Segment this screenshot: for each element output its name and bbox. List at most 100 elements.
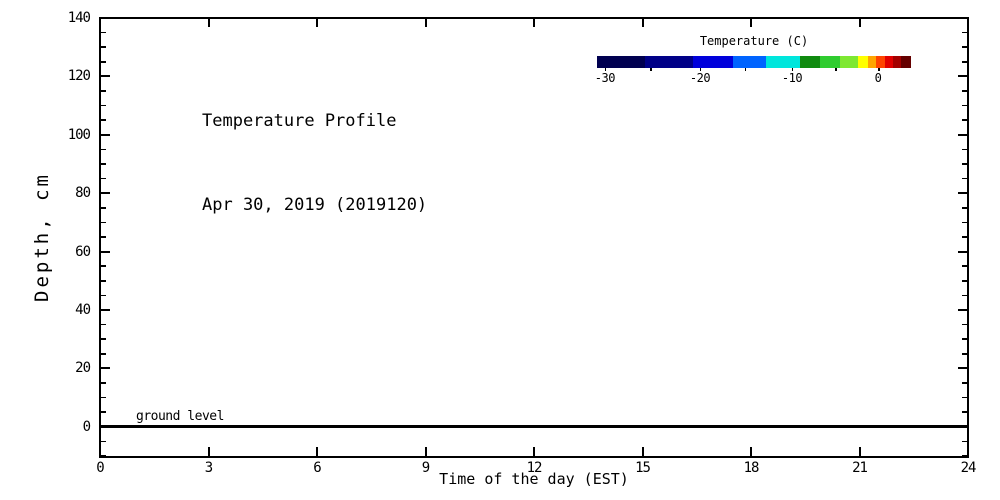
y-axis-tick-right (958, 425, 968, 428)
colorbar-segment (732, 56, 766, 68)
x-axis-tick (424, 447, 427, 456)
chart-title-block: Temperature Profile Apr 30, 2019 (201912… (202, 51, 427, 275)
x-axis-tick-top (641, 18, 644, 27)
colorbar-tick (604, 68, 607, 71)
y-axis-tick (100, 133, 110, 136)
x-axis-tick-label: 15 (635, 460, 651, 476)
colorbar-segment (857, 56, 868, 68)
y-axis-minor-tick (100, 338, 106, 340)
colorbar-segment (892, 56, 901, 68)
colorbar-segment (645, 56, 694, 68)
y-axis-tick-label: 100 (67, 126, 91, 143)
colorbar-tick-label: -10 (781, 71, 803, 85)
y-axis-minor-tick (100, 221, 106, 224)
y-axis-minor-tick-right (962, 163, 968, 165)
plot-area (99, 17, 969, 458)
x-axis-tick (533, 447, 535, 456)
y-axis-tick (100, 309, 110, 311)
y-axis-tick-label: 140 (67, 10, 91, 26)
y-axis-minor-tick-right (962, 207, 968, 209)
y-axis-minor-tick-right (962, 411, 968, 413)
y-axis-minor-tick (100, 382, 106, 384)
colorbar-segment (875, 56, 885, 68)
y-axis-minor-tick (100, 177, 106, 180)
y-axis-tick-label: 20 (75, 360, 91, 377)
x-axis-tick-label: 0 (96, 460, 104, 476)
colorbar-tick (650, 68, 652, 71)
y-axis-tick (100, 17, 110, 19)
y-axis-minor-tick-right (962, 104, 968, 107)
y-axis-minor-tick-right (962, 353, 968, 355)
x-axis-tick (99, 447, 101, 456)
y-axis-minor-tick-right (962, 294, 968, 297)
y-axis-tick-label: 0 (82, 418, 91, 435)
y-axis-tick-right (958, 250, 968, 253)
x-axis-tick (316, 447, 318, 456)
colorbar-tick (878, 68, 880, 71)
y-axis-tick (100, 250, 110, 253)
colorbar-segment (597, 56, 646, 68)
y-axis-minor-tick-right (962, 221, 968, 224)
y-axis-tick-right (958, 17, 968, 19)
x-axis-tick-label: 9 (421, 460, 430, 476)
chart-subtitle: Apr 30, 2019 (2019120) (202, 195, 428, 215)
y-axis-tick-right (958, 192, 968, 195)
x-axis-tick-top (207, 18, 210, 27)
x-axis-tick-top (424, 18, 427, 27)
y-axis-minor-tick-right (962, 119, 968, 121)
y-axis-minor-tick (100, 90, 106, 92)
y-axis-tick (100, 425, 110, 428)
y-axis-minor-tick-right (962, 90, 968, 92)
y-axis-minor-tick (100, 61, 106, 63)
y-axis-tick-right (958, 133, 968, 136)
colorbar-segment (819, 56, 840, 68)
y-axis-minor-tick (100, 353, 106, 355)
x-axis-tick-label: 18 (743, 460, 760, 476)
colorbar (597, 56, 911, 68)
y-axis-tick (100, 367, 110, 370)
colorbar-segment (900, 56, 911, 68)
colorbar-segment (799, 56, 820, 68)
colorbar-title: Temperature (C) (699, 34, 809, 48)
x-axis-tick (750, 447, 752, 456)
y-axis-tick (100, 75, 110, 78)
y-axis-tick-label: 60 (75, 243, 91, 260)
y-axis-minor-tick (100, 280, 106, 282)
y-axis-minor-tick (100, 207, 106, 209)
y-axis-minor-tick-right (962, 148, 968, 151)
colorbar-tick (699, 68, 702, 71)
x-axis-tick-top (99, 18, 101, 27)
y-axis-minor-tick-right (962, 177, 968, 180)
x-axis-tick-label: 24 (960, 460, 977, 476)
y-axis-minor-tick-right (962, 396, 968, 399)
x-axis-tick (858, 447, 861, 456)
y-axis-tick (100, 192, 110, 195)
y-axis-minor-tick-right (962, 455, 968, 457)
y-axis-tick-right (958, 367, 968, 370)
x-axis-tick-label: 21 (852, 460, 868, 476)
colorbar-segment (884, 56, 893, 68)
y-axis-minor-tick (100, 455, 106, 457)
chart-title: Temperature Profile (202, 111, 397, 131)
y-axis-tick-label: 40 (75, 302, 91, 318)
x-axis-tick-top (967, 18, 969, 27)
y-axis-minor-tick (100, 236, 106, 238)
x-axis-tick (641, 447, 644, 456)
y-axis-tick-right (958, 75, 968, 78)
x-axis-title: Time of the day (EST) (439, 470, 629, 488)
x-axis-tick-top (316, 18, 318, 27)
x-axis-tick-label: 3 (204, 460, 213, 476)
colorbar-tick-label: -20 (689, 71, 711, 85)
x-axis-tick (967, 447, 969, 456)
y-axis-minor-tick (100, 440, 106, 443)
y-axis-minor-tick (100, 163, 106, 165)
colorbar-tick-label: -30 (594, 71, 616, 85)
x-axis-tick-top (858, 18, 861, 27)
y-axis-minor-tick (100, 323, 106, 326)
colorbar-segment (840, 56, 858, 68)
ground-level-label: ground level (136, 408, 224, 424)
y-axis-minor-tick-right (962, 280, 968, 282)
y-axis-tick-right (958, 309, 968, 311)
y-axis-minor-tick-right (962, 61, 968, 63)
y-axis-minor-tick-right (962, 236, 968, 238)
